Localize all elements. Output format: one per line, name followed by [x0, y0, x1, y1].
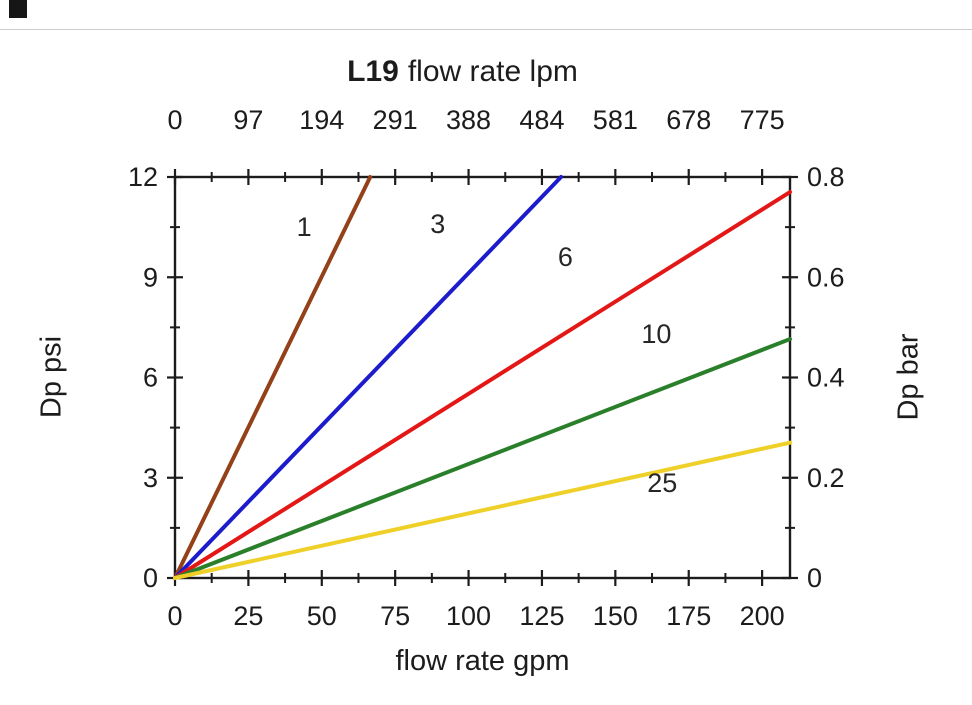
series-line-6	[173, 190, 792, 580]
x-bottom-tick-label: 75	[380, 601, 410, 631]
bottom-axis-title: flow rate gpm	[395, 645, 570, 677]
x-bottom-tick-label: 0	[167, 601, 182, 631]
y-left-tick-label: 3	[143, 463, 158, 493]
series-label-10: 10	[641, 319, 671, 349]
series-line-3	[173, 175, 564, 580]
series-line-10	[173, 337, 792, 580]
x-bottom-tick-label: 125	[519, 601, 564, 631]
y-right-tick-label: 0.8	[807, 162, 845, 192]
chart-title: L19 flow rate lpm	[155, 55, 770, 89]
top-divider	[0, 29, 972, 30]
x-bottom-tick-label: 150	[593, 601, 638, 631]
x-top-tick-label: 775	[740, 105, 785, 135]
series-line-1	[173, 175, 373, 580]
x-bottom-tick-label: 25	[233, 601, 263, 631]
x-top-tick-label: 581	[593, 105, 638, 135]
y-right-tick-label: 0	[807, 563, 822, 593]
x-bottom-tick-label: 50	[307, 601, 337, 631]
x-top-tick-label: 97	[233, 105, 263, 135]
series-label-1: 1	[297, 212, 312, 242]
x-top-tick-label: 678	[666, 105, 711, 135]
x-bottom-tick-label: 200	[740, 601, 785, 631]
y-right-tick-label: 0.6	[807, 262, 845, 292]
x-bottom-tick-label: 100	[446, 601, 491, 631]
x-top-tick-label: 194	[299, 105, 344, 135]
model-name: L19	[347, 55, 399, 88]
series-line-25	[173, 440, 792, 580]
top-axis-label: flow rate lpm	[407, 55, 578, 88]
x-top-tick-label: 484	[519, 105, 564, 135]
y-right-tick-label: 0.4	[807, 363, 845, 393]
series-label-3: 3	[430, 209, 445, 239]
corner-artifact	[9, 0, 27, 18]
series-label-25: 25	[647, 468, 677, 498]
y-left-tick-label: 6	[143, 363, 158, 393]
y-right-tick-label: 0.2	[807, 463, 845, 493]
x-top-tick-label: 291	[373, 105, 418, 135]
x-bottom-tick-label: 175	[666, 601, 711, 631]
x-top-tick-label: 0	[167, 105, 182, 135]
x-top-tick-label: 388	[446, 105, 491, 135]
y-left-tick-label: 0	[143, 563, 158, 593]
series-label-6: 6	[558, 242, 573, 272]
y-left-tick-label: 9	[143, 262, 158, 292]
y-left-tick-label: 12	[128, 162, 158, 192]
